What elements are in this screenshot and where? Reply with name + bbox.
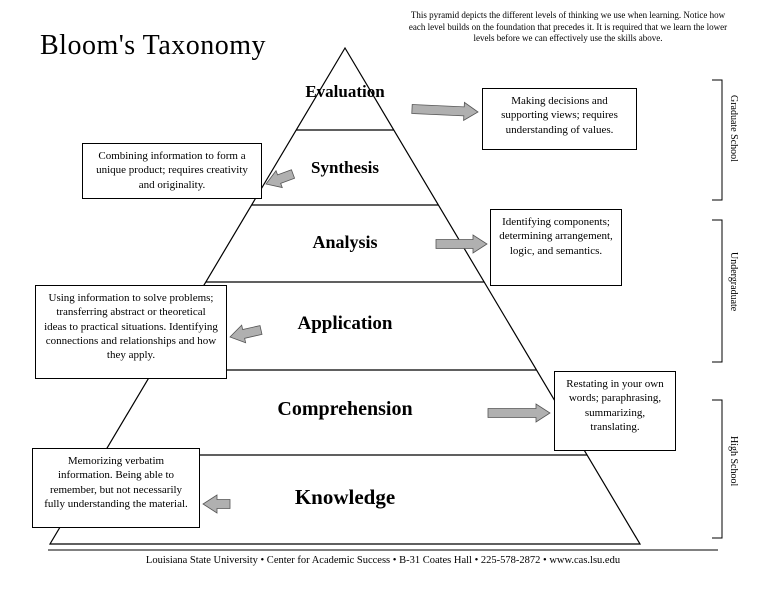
level-label: Comprehension bbox=[277, 398, 412, 421]
bracket-label: High School bbox=[728, 436, 739, 486]
level-description: Using information to solve problems; tra… bbox=[35, 285, 227, 379]
level-description: Making decisions and supporting views; r… bbox=[482, 88, 637, 150]
bracket-label: Graduate School bbox=[728, 95, 739, 162]
level-label: Analysis bbox=[312, 232, 377, 253]
intro-text: This pyramid depicts the different level… bbox=[408, 10, 728, 45]
level-description: Combining information to form a unique p… bbox=[82, 143, 262, 199]
level-label: Evaluation bbox=[305, 82, 384, 102]
level-description: Restating in your own words; paraphrasin… bbox=[554, 371, 676, 451]
level-label: Application bbox=[297, 313, 392, 335]
page-title: Bloom's Taxonomy bbox=[40, 30, 266, 62]
footer-text: Louisiana State University • Center for … bbox=[0, 555, 766, 566]
bracket-label: Undergraduate bbox=[728, 252, 739, 311]
level-label: Synthesis bbox=[311, 158, 379, 178]
level-label: Knowledge bbox=[295, 485, 395, 510]
level-description: Memorizing verbatim information. Being a… bbox=[32, 448, 200, 528]
level-description: Identifying components; determining arra… bbox=[490, 209, 622, 286]
